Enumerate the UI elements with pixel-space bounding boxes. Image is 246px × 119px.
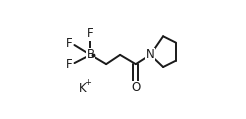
Text: O: O: [131, 81, 140, 94]
Text: F: F: [66, 37, 72, 50]
Text: N: N: [146, 48, 155, 61]
Text: B: B: [86, 48, 94, 61]
Text: +: +: [84, 78, 91, 87]
Text: K: K: [79, 82, 87, 95]
Text: F: F: [87, 27, 94, 40]
Text: F: F: [66, 58, 72, 71]
